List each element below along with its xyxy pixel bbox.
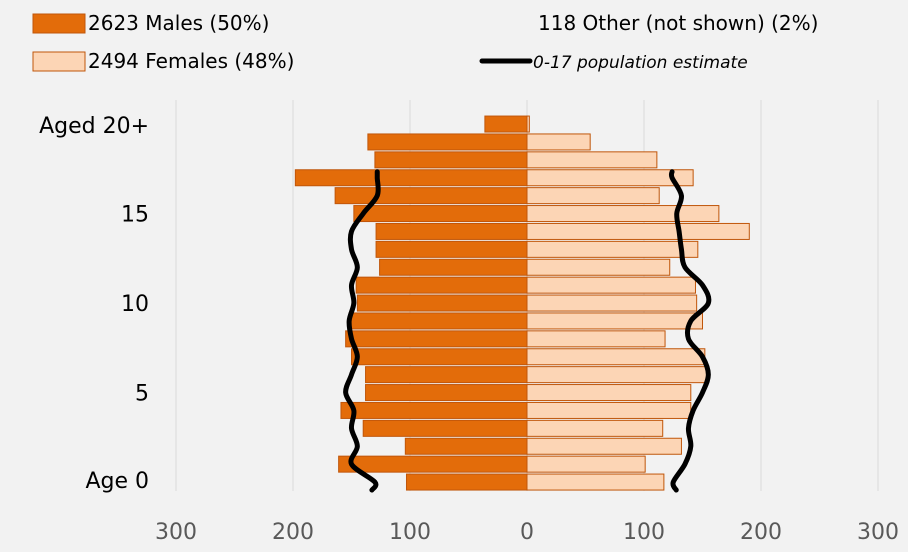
female-bar <box>526 151 658 169</box>
female-bar <box>526 437 682 455</box>
female-bar <box>526 419 664 437</box>
female-bar <box>526 240 699 258</box>
male-bar <box>294 169 528 187</box>
male-bars <box>294 115 528 491</box>
male-bar <box>345 330 528 348</box>
female-bar <box>526 294 698 312</box>
male-bar <box>405 473 528 491</box>
male-bar <box>348 312 528 330</box>
age-tick-label: 5 <box>135 382 149 407</box>
count-tick-label: 100 <box>389 520 431 545</box>
female-bar <box>526 115 530 133</box>
male-bar <box>484 115 528 133</box>
legend-swatch-males <box>32 13 86 34</box>
male-bar <box>356 294 528 312</box>
count-tick-label: 100 <box>623 520 665 545</box>
female-bars <box>526 115 750 491</box>
count-tick-label: 300 <box>155 520 197 545</box>
age-tick-label: 10 <box>121 292 149 317</box>
female-bar <box>526 133 591 151</box>
count-tick-label: 200 <box>272 520 314 545</box>
female-bar <box>526 312 703 330</box>
male-bar <box>365 384 528 402</box>
male-bar <box>404 437 528 455</box>
male-bar <box>374 151 528 169</box>
male-bar <box>379 258 528 276</box>
count-axis-labels: 300 200 100 0 100 200 300 <box>155 520 899 545</box>
male-estimate-line <box>343 169 381 493</box>
legend: 2623 Males (50%) 2494 Females (48%) 118 … <box>32 11 818 73</box>
female-bar <box>526 455 646 473</box>
female-bar <box>526 258 671 276</box>
age-tick-label: Aged 20+ <box>39 114 149 139</box>
male-bar <box>375 222 528 240</box>
count-tick-label: 200 <box>740 520 782 545</box>
male-bar <box>334 187 528 205</box>
legend-swatch-females <box>32 51 86 72</box>
count-tick-label: 0 <box>520 520 534 545</box>
female-bar <box>526 384 692 402</box>
male-bar <box>375 240 528 258</box>
female-bar <box>526 276 696 294</box>
count-tick-label: 300 <box>857 520 899 545</box>
legend-label-other: 118 Other (not shown) (2%) <box>538 11 818 35</box>
population-estimate-lines <box>343 169 712 493</box>
legend-label-females: 2494 Females (48%) <box>88 49 294 73</box>
female-bar <box>526 366 709 384</box>
age-tick-label: Age 0 <box>85 469 149 494</box>
male-bar <box>338 455 528 473</box>
male-bar <box>365 366 528 384</box>
female-bar <box>526 330 666 348</box>
male-bar <box>353 205 528 223</box>
female-estimate-line <box>668 169 712 493</box>
male-bar <box>355 276 528 294</box>
male-bar <box>340 401 528 419</box>
age-axis-labels: Age 0 5 10 15 Aged 20+ <box>39 114 149 494</box>
female-bar <box>526 205 720 223</box>
female-bar <box>526 401 692 419</box>
female-bar <box>526 473 665 491</box>
legend-label-males: 2623 Males (50%) <box>88 11 269 35</box>
male-bar <box>362 419 528 437</box>
male-bar <box>367 133 528 151</box>
male-bar <box>351 348 528 366</box>
female-bar <box>526 222 750 240</box>
female-bar <box>526 348 706 366</box>
age-tick-label: 15 <box>121 203 149 228</box>
female-bar <box>526 187 660 205</box>
legend-label-estimate: 0-17 population estimate <box>533 53 748 73</box>
female-bar <box>526 169 694 187</box>
